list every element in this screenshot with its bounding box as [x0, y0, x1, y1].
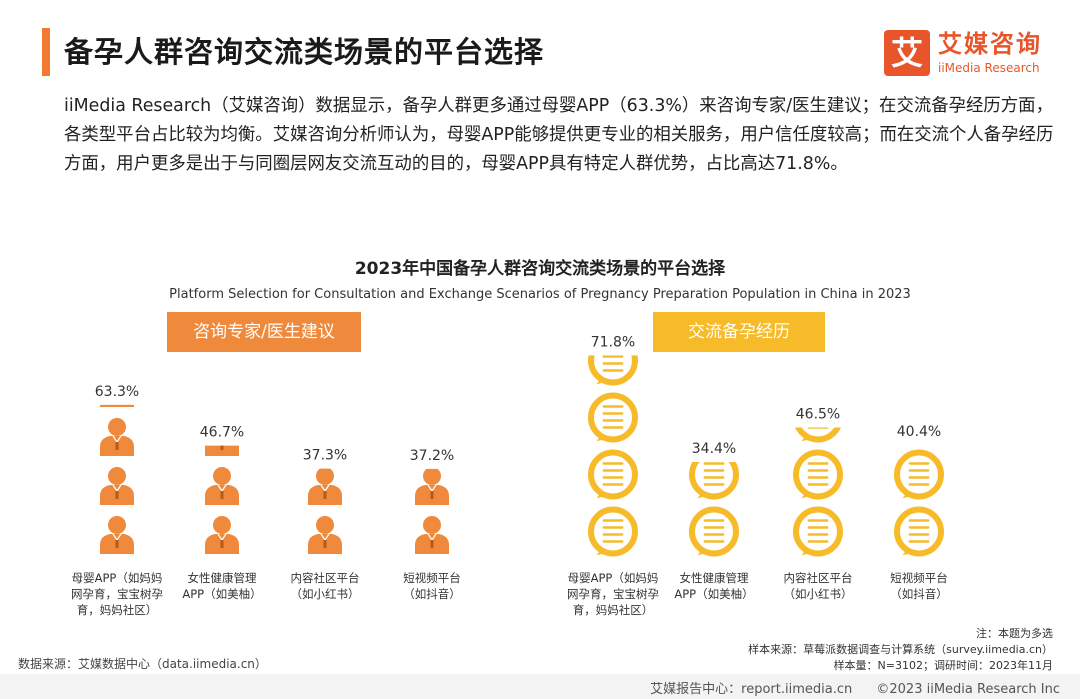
exchange-category-label-3-0: 短视频平台: [890, 571, 948, 585]
logo-cn-text: 艾媒咨询: [938, 30, 1042, 58]
consult-category-label-2-0: 内容社区平台: [291, 571, 360, 585]
note-text: 注：本题为多选: [976, 627, 1053, 640]
sample-size: 样本量：N=3102；调研时间：2023年11月: [833, 659, 1053, 672]
exchange-category-label-3-1: （如抖音）: [890, 587, 948, 601]
consult-category-label-2-1: （如小红书）: [291, 587, 360, 601]
exchange-bar-0: 71.8%: [588, 334, 638, 557]
exchange-value-label-3: 40.4%: [897, 424, 941, 440]
page-title: 备孕人群咨询交流类场景的平台选择: [64, 35, 545, 69]
consult-category-label-3-1: （如抖音）: [403, 587, 461, 601]
consult-bar-2: 37.3%: [303, 448, 347, 554]
exchange-category-label-1-1: APP（如美柚）: [674, 587, 753, 601]
consult-value-label-0: 63.3%: [95, 384, 139, 400]
panel-label-exchange: 交流备孕经历: [653, 312, 825, 352]
sample-source: 样本来源：草莓派数据调查与计算系统（survey.iimedia.cn）: [748, 643, 1053, 656]
consult-category-label-1-0: 女性健康管理: [188, 571, 257, 585]
exchange-category-label-2-1: （如小红书）: [784, 587, 853, 601]
exchange-category-label-0-2: 育，妈妈社区）: [573, 603, 654, 617]
consult-category-label-0-0: 母婴APP（如妈妈: [72, 571, 163, 585]
chart-title: 2023年中国备孕人群咨询交流类场景的平台选择: [354, 259, 726, 279]
consult-bar-0: 63.3%: [95, 384, 139, 554]
consult-category-label-0-2: 育，妈妈社区）: [77, 603, 158, 617]
exchange-category-label-2-0: 内容社区平台: [784, 571, 853, 585]
consult-bar-1: 46.7%: [200, 425, 244, 554]
sample-info: 注：本题为多选 样本来源：草莓派数据调查与计算系统（survey.iimedia…: [693, 626, 1053, 674]
exchange-value-label-0: 71.8%: [591, 334, 635, 350]
consult-category-label-3-0: 短视频平台: [403, 571, 461, 585]
consult-category-label-1-1: APP（如美柚）: [182, 587, 261, 601]
chart-subtitle: Platform Selection for Consultation and …: [169, 287, 911, 302]
consult-category-label-0-1: 网孕育，宝宝树孕: [71, 587, 163, 601]
exchange-value-label-1: 34.4%: [692, 441, 736, 457]
exchange-category-label-1-0: 女性健康管理: [680, 571, 749, 585]
consult-bar-3: 37.2%: [410, 448, 454, 554]
title-accent-bar: [42, 28, 50, 76]
logo-en-text: iiMedia Research: [938, 61, 1040, 75]
consult-value-label-3: 37.2%: [410, 448, 454, 464]
exchange-bar-2: 46.5%: [793, 406, 843, 557]
report-center-link[interactable]: 艾媒报告中心：report.iimedia.cn: [650, 682, 853, 697]
copyright-text: ©2023 iiMedia Research Inc: [876, 682, 1060, 697]
exchange-bar-3: 40.4%: [894, 424, 944, 557]
exchange-category-label-0-0: 母婴APP（如妈妈: [568, 571, 659, 585]
exchange-value-label-2: 46.5%: [796, 406, 840, 422]
bottom-bar: 艾媒报告中心：report.iimedia.cn ©2023 iiMedia R…: [0, 674, 1080, 699]
consult-value-label-2: 37.3%: [303, 448, 347, 464]
intro-paragraph: iiMedia Research（艾媒咨询）数据显示，备孕人群更多通过母婴APP…: [64, 96, 1054, 174]
data-source: 数据来源：艾媒数据中心（data.iimedia.cn）: [18, 657, 267, 671]
bottom-bar-text: 艾媒报告中心：report.iimedia.cn ©2023 iiMedia R…: [630, 678, 1060, 697]
exchange-bar-1: 34.4%: [689, 441, 739, 557]
consult-value-label-1: 46.7%: [200, 425, 244, 441]
exchange-category-label-0-1: 网孕育，宝宝树孕: [567, 587, 659, 601]
iimedia-logo: 艾 艾媒咨询 iiMedia Research: [884, 30, 1064, 80]
logo-mark: 艾: [884, 30, 930, 76]
panel-label-consult: 咨询专家/医生建议: [167, 312, 361, 352]
